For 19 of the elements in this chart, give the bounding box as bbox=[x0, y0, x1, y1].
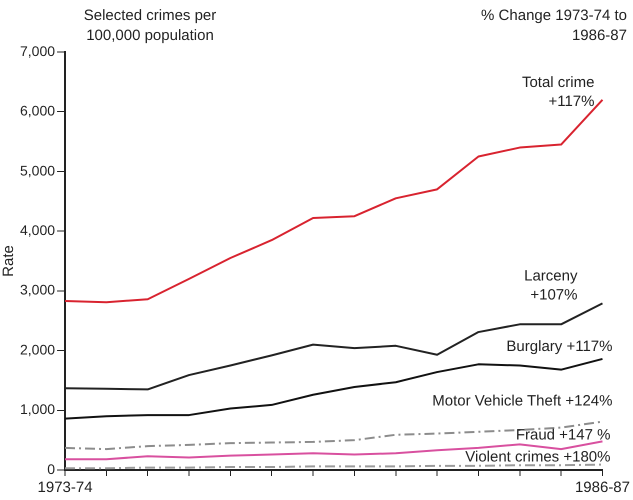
series-label: Violent crimes +180% bbox=[465, 448, 610, 466]
series-label: Fraud +147 % bbox=[516, 426, 610, 444]
y-tick-label: 1,000 bbox=[20, 401, 56, 418]
chart-title: Selected crimes per 100,000 population bbox=[82, 6, 218, 46]
series-label: Burglary +117% bbox=[506, 338, 612, 355]
x-tick-label: 1973-74 bbox=[38, 479, 93, 496]
series-label: Larceny +107% bbox=[524, 267, 578, 304]
series-label: Motor Vehicle Theft +124% bbox=[432, 392, 612, 410]
series-label: Total crime +117% bbox=[522, 74, 594, 110]
y-tick-label: 7,000 bbox=[20, 42, 56, 59]
chart-subtitle: % Change 1973-74 to 1986-87 bbox=[480, 6, 627, 46]
y-tick-label: 6,000 bbox=[20, 102, 56, 119]
y-tick-label: 2,000 bbox=[20, 341, 56, 358]
y-tick-label: 3,000 bbox=[20, 282, 56, 298]
y-tick-label: 0 bbox=[47, 460, 56, 477]
y-tick-label: 4,000 bbox=[20, 222, 56, 238]
y-axis-title: Rate bbox=[0, 245, 18, 277]
y-tick-label: 5,000 bbox=[20, 162, 56, 178]
x-tick-label: 1986-87 bbox=[574, 479, 630, 496]
